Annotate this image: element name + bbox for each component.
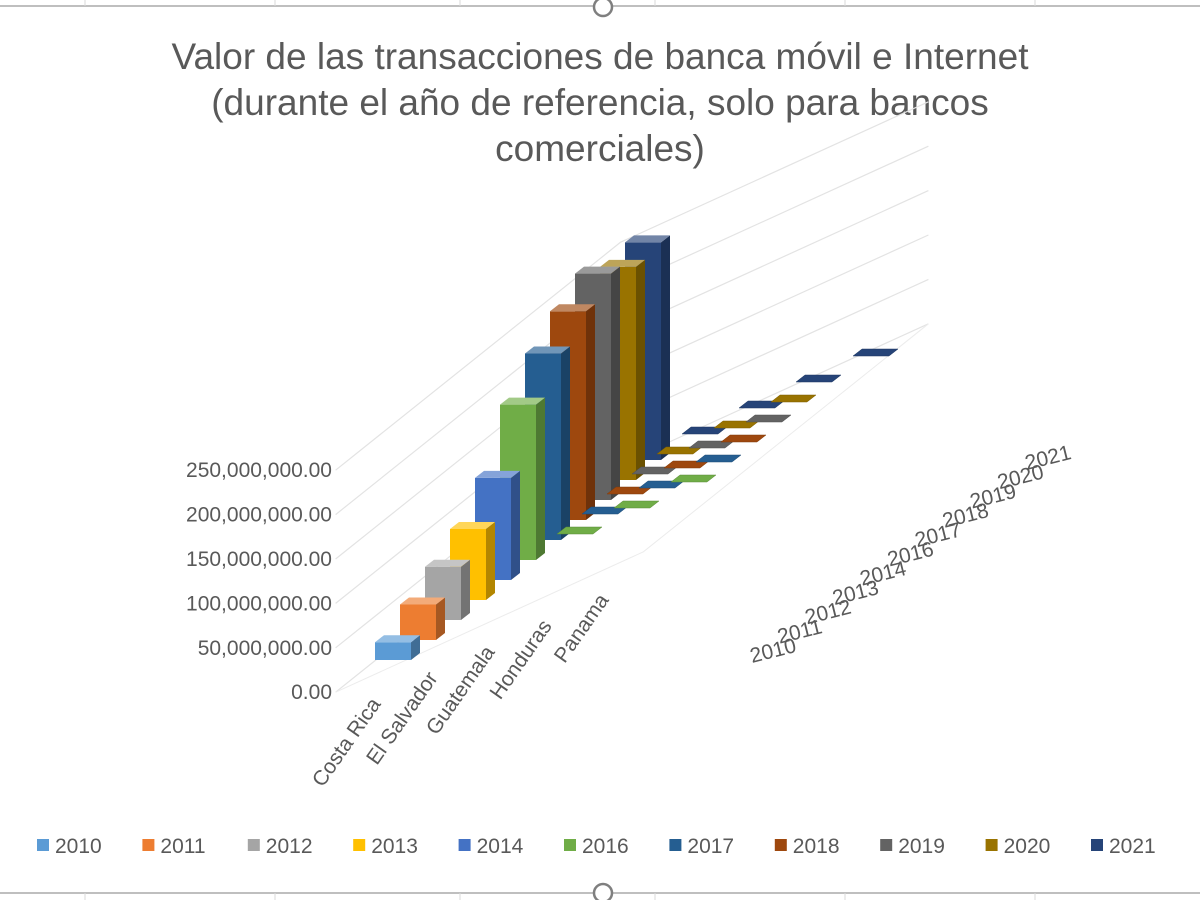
legend-swatch-2020 — [985, 839, 998, 851]
legend-item-2019: 2019 — [880, 835, 945, 858]
legend-label-2019: 2019 — [898, 835, 945, 858]
legend-label-2018: 2018 — [793, 835, 840, 858]
legend-swatch-2021 — [1091, 839, 1103, 851]
resize-handle-bottom[interactable] — [592, 882, 614, 900]
legend-item-2011: 2011 — [142, 835, 206, 858]
y-tick-label-0: 0.00 — [291, 681, 332, 704]
legend-label-2010: 2010 — [55, 835, 102, 858]
legend-swatch-2010 — [37, 839, 49, 851]
legend-item-2017: 2017 — [669, 835, 734, 858]
legend-label-2013: 2013 — [371, 835, 418, 858]
bar-2021-honduras — [795, 374, 842, 383]
legend-swatch-2016 — [564, 839, 576, 851]
legend-swatch-2011 — [142, 839, 155, 851]
legend-label-2012: 2012 — [266, 835, 313, 858]
legend-item-2013: 2013 — [353, 835, 418, 858]
bars — [375, 235, 899, 660]
gridline-5 — [335, 101, 929, 471]
bar-2011-costa-rica — [400, 597, 445, 640]
legend-item-2018: 2018 — [774, 835, 840, 858]
legend-label-2017: 2017 — [687, 835, 734, 858]
legend-item-2020: 2020 — [985, 835, 1051, 858]
bar-2018-honduras — [720, 434, 767, 443]
bar-2016-el-salvador — [556, 526, 603, 535]
bar-2010-costa-rica — [375, 635, 420, 660]
legend-swatch-2014 — [458, 839, 471, 851]
legend-item-2016: 2016 — [564, 835, 629, 858]
x-tick-label-panama: Panama — [550, 589, 614, 667]
legend-label-2011: 2011 — [160, 835, 205, 858]
bar-2019-honduras — [745, 414, 792, 423]
legend-swatch-2013 — [353, 839, 366, 851]
legend-label-2014: 2014 — [477, 835, 524, 858]
legend-item-2014: 2014 — [458, 835, 524, 858]
bar-2016-guatemala — [613, 500, 660, 509]
y-tick-label-5: 250,000,000.00 — [186, 459, 332, 482]
legend-swatch-2012 — [247, 839, 260, 851]
legend-label-2021: 2021 — [1109, 835, 1156, 858]
depth-tick-label-2021: 2021 — [1023, 441, 1074, 475]
chart-title: Valor de las transacciones de banca móvi… — [100, 34, 1100, 172]
chart-title-line-3: comerciales) — [495, 128, 705, 169]
legend-swatch-2019 — [880, 839, 893, 851]
chart-title-line-2: (durante el año de referencia, solo para… — [211, 82, 989, 123]
bar-2020-honduras — [770, 394, 817, 403]
y-tick-label-1: 50,000,000.00 — [198, 637, 332, 660]
legend: 2010 2011 2012 2013 2014 2016 2017 2018 2019 2020… — [37, 835, 1156, 858]
bar-2021-panama — [852, 348, 899, 357]
y-tick-label-2: 100,000,000.00 — [186, 592, 332, 615]
y-tick-label-3: 150,000,000.00 — [186, 548, 332, 571]
floor-edge — [335, 323, 929, 693]
depth-axis-ticks: 2010201120122013201420162017201820192020… — [748, 441, 1074, 668]
legend-swatch-2017 — [669, 839, 682, 851]
legend-item-2012: 2012 — [247, 835, 313, 858]
legend-item-2021: 2021 — [1091, 835, 1156, 858]
legend-label-2020: 2020 — [1004, 835, 1051, 858]
y-tick-label-4: 200,000,000.00 — [186, 504, 332, 527]
chart-title-line-1: Valor de las transacciones de banca móvi… — [171, 36, 1029, 77]
legend-label-2016: 2016 — [582, 835, 629, 858]
resize-handle-top[interactable] — [592, 0, 614, 18]
y-axis-ticks: 0.00 50,000,000.00 100,000,000.00 150,000,0… — [186, 459, 332, 704]
legend-swatch-2018 — [774, 839, 787, 851]
legend-item-2010: 2010 — [37, 835, 102, 858]
bar-2017-honduras — [695, 454, 742, 463]
bar-2016-honduras — [670, 474, 717, 483]
